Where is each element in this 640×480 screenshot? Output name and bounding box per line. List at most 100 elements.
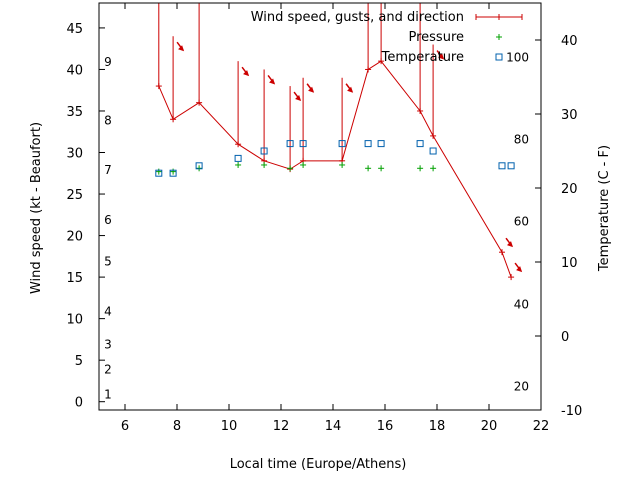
temperature-point-8 [364, 140, 372, 148]
beaufort-label-4: 5 [104, 254, 112, 268]
wind-direction-arrow-4-head [308, 86, 315, 93]
temperature-point-3 [234, 154, 242, 162]
wind-direction-arrow-2-head [269, 78, 276, 85]
wind-direction-arrow-6-head [438, 53, 445, 60]
fahrenheit-label-1: 40 [514, 297, 529, 311]
legend-label-wind: Wind speed, gusts, and direction [251, 10, 464, 25]
x-tick-label-4: 14 [325, 419, 342, 434]
pressure-point-5 [287, 165, 294, 172]
wind-direction-arrow-5-head [347, 86, 354, 93]
y-tick-label-6: 30 [66, 147, 83, 162]
y-tick-label-4: 20 [66, 230, 83, 245]
y-tick-label-8: 40 [66, 63, 83, 78]
beaufort-label-2: 3 [104, 338, 112, 352]
fahrenheit-label-2: 60 [514, 215, 529, 229]
wind-direction-arrow-3 [293, 91, 302, 102]
fahrenheit-label-3: 80 [514, 132, 529, 146]
temperature-point-5 [286, 140, 294, 148]
pressure-point-6 [300, 161, 307, 168]
beaufort-label-5: 6 [104, 213, 112, 227]
temperature-point-1 [169, 169, 177, 177]
y2-tick-label-0: -10 [561, 404, 582, 419]
y2-tick-label-4: 30 [561, 108, 578, 123]
x-tick-label-0: 6 [121, 419, 129, 434]
wind-direction-arrow-1 [241, 66, 250, 77]
wind-direction-arrow-6 [436, 50, 445, 60]
plot-frame [98, 2, 542, 411]
wind-direction-arrow-0-head [178, 45, 185, 52]
x-tick-label-7: 20 [481, 419, 498, 434]
wind-direction-arrow-1-head [243, 70, 250, 77]
y-tick-label-7: 35 [66, 105, 83, 120]
temperature-point-13 [507, 162, 515, 170]
y2-tick-label-3: 20 [561, 182, 578, 197]
beaufort-label-6: 7 [104, 163, 112, 177]
y-tick-label-2: 10 [66, 313, 83, 328]
x-tick-label-8: 22 [533, 419, 550, 434]
plot-marks [155, 3, 523, 281]
wind-speed-line [158, 60, 512, 278]
legend-sample-temperature [495, 53, 503, 61]
y-axis-label: Wind speed (kt - Beaufort) [29, 122, 44, 294]
x-tick-label-2: 10 [221, 419, 238, 434]
pressure-point-2 [196, 165, 203, 172]
pressure-point-0 [155, 168, 162, 175]
y2-tick-label-5: 40 [561, 34, 578, 49]
wind-direction-arrow-2 [267, 74, 276, 85]
pressure-point-4 [261, 161, 268, 168]
temperature-point-9 [377, 140, 385, 148]
temperature-point-11 [429, 147, 437, 155]
y2-tick-label-2: 10 [561, 256, 578, 271]
legend-label-temperature: Temperature [381, 50, 464, 65]
wind-speed-point-13 [508, 274, 515, 281]
legend-label-pressure: Pressure [408, 30, 464, 45]
pressure-point-8 [365, 165, 372, 172]
beaufort-label-8: 9 [104, 55, 112, 69]
wind-speed-point-12 [499, 249, 505, 256]
wind-direction-arrow-5 [345, 83, 354, 93]
x-axis-label: Local time (Europe/Athens) [230, 457, 407, 472]
wind-direction-arrow-3-head [295, 95, 302, 102]
beaufort-label-1: 2 [104, 362, 112, 376]
x-tick-label-1: 8 [173, 419, 181, 434]
beaufort-label-3: 4 [104, 304, 112, 318]
pressure-point-9 [378, 165, 385, 172]
beaufort-label-0: 1 [104, 387, 112, 401]
wind-direction-arrow-8 [514, 262, 523, 273]
pressure-point-1 [170, 168, 177, 175]
y-tick-label-9: 45 [66, 22, 83, 37]
x-tick-label-3: 12 [273, 419, 290, 434]
wind-direction-arrow-4 [306, 83, 315, 93]
y2-tick-label-1: 0 [561, 330, 569, 345]
wind-direction-arrow-7 [505, 237, 513, 248]
y-tick-label-5: 25 [66, 188, 83, 203]
wind-direction-arrow-8-head [516, 266, 523, 273]
pressure-point-11 [430, 165, 437, 172]
y-tick-label-1: 5 [75, 354, 83, 369]
wind-direction-arrow-0 [176, 41, 185, 52]
beaufort-label-7: 8 [104, 113, 112, 127]
temperature-point-10 [416, 140, 424, 148]
temperature-point-2 [195, 162, 203, 170]
x-tick-label-5: 16 [377, 419, 394, 434]
temperature-point-0 [155, 169, 163, 177]
fahrenheit-label-4: 100 [506, 50, 529, 64]
y-tick-label-3: 15 [66, 271, 83, 286]
pressure-point-10 [417, 165, 424, 172]
y-tick-label-0: 0 [75, 396, 83, 411]
pressure-point-3 [235, 161, 242, 168]
fahrenheit-label-0: 20 [514, 380, 529, 394]
y2-axis-label: Temperature (C - F) [597, 145, 612, 272]
temperature-point-7 [338, 140, 346, 148]
temperature-point-6 [299, 140, 307, 148]
temperature-point-12 [498, 162, 506, 170]
legend-sample-pressure [496, 34, 502, 40]
x-tick-label-6: 18 [429, 419, 446, 434]
legend-sample-wind-point [496, 14, 502, 20]
axis-ticks: 6 8 10 12 14 16 18 20 22051015202530354045123456… [66, 3, 582, 434]
pressure-point-7 [339, 161, 346, 168]
wind-direction-arrow-7-head [507, 241, 513, 248]
legend: Wind speed, gusts, and direction Pressur… [251, 10, 523, 65]
